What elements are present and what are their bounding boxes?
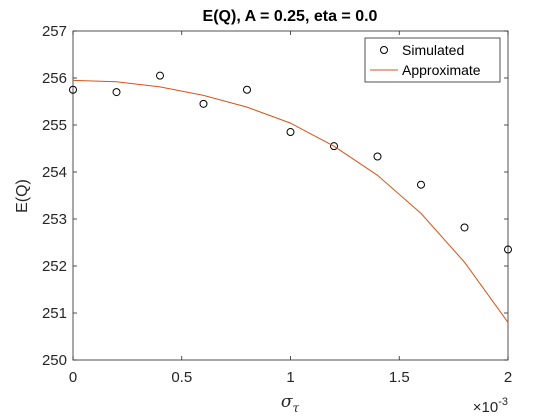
x-axis-exponent: ×10-3 (473, 396, 508, 416)
y-tick-label: 252 (42, 258, 67, 275)
y-tick-label: 251 (42, 305, 67, 322)
x-axis-label: στ (281, 392, 300, 415)
y-tick-label: 253 (42, 211, 67, 228)
x-tick-label: 0 (69, 369, 77, 386)
data-point-simulated (199, 99, 208, 108)
data-point-simulated (330, 142, 338, 151)
x-tick-label: 0.5 (171, 369, 192, 386)
data-point-simulated (112, 88, 121, 97)
chart-title: E(Q), A = 0.25, eta = 0.0 (203, 8, 378, 25)
legend-box (364, 37, 501, 83)
series-layer (69, 71, 512, 323)
legend-marker-simulated (380, 46, 388, 54)
y-tick-label: 256 (42, 70, 67, 87)
y-tick-label: 257 (42, 23, 67, 40)
plot-area: 0 0.5 1 1.5 2 250 251 252 253 254 255 256 257 (42, 23, 512, 386)
data-point-simulated (243, 85, 251, 94)
data-point-simulated (156, 71, 164, 80)
x-axis-ticks: 0 0.5 1 1.5 2 (69, 31, 512, 386)
x-axis-label-main: σ (281, 392, 293, 412)
x-axis-label-subscript: τ (292, 401, 299, 415)
x-tick-label: 1 (286, 369, 294, 386)
y-tick-label: 254 (42, 164, 67, 181)
y-tick-label: 255 (42, 117, 67, 134)
y-axis-ticks: 250 251 252 253 254 255 256 257 (42, 23, 508, 369)
data-point-simulated (69, 85, 77, 94)
data-point-simulated (417, 180, 425, 189)
data-point-simulated (504, 245, 512, 254)
data-point-simulated (286, 128, 295, 137)
data-point-simulated (373, 152, 382, 161)
series-line-approximate (72, 79, 509, 323)
data-point-simulated (460, 223, 469, 232)
legend: Simulated Approximate (364, 37, 501, 83)
legend-label-simulated: Simulated (402, 42, 464, 58)
y-tick-label: 250 (42, 352, 67, 369)
x-tick-label: 1.5 (389, 369, 410, 386)
x-axis-exponent-base: ×10 (473, 399, 498, 416)
x-tick-label: 2 (504, 369, 512, 386)
x-axis-exponent-power: -3 (498, 396, 508, 408)
legend-label-approximate: Approximate (402, 62, 481, 78)
axes-box (72, 30, 509, 361)
y-axis-label: E(Q) (14, 179, 31, 213)
